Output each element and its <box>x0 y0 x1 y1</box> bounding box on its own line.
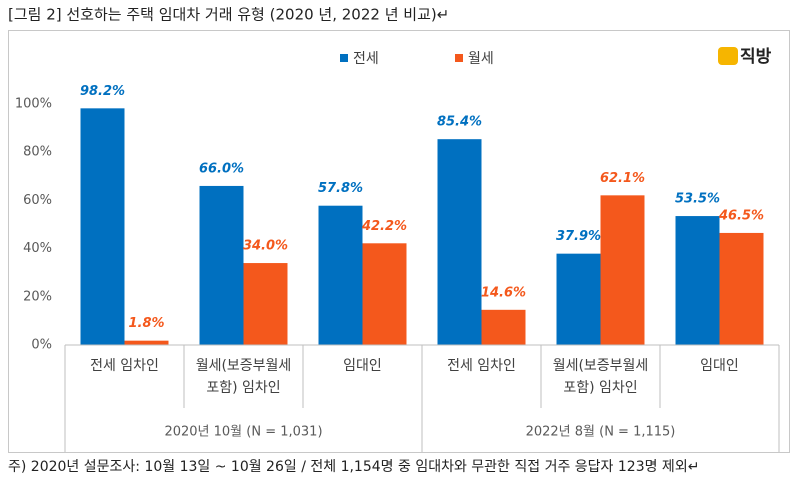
x-tick-label: 월세(보증부월세 포함) 임차인 <box>195 358 292 396</box>
y-tick-label: 100% <box>15 97 52 112</box>
legend-swatch <box>455 54 463 62</box>
x-tick-label: 전세 임차인 <box>447 358 516 374</box>
x-tick-label: 임대인 <box>343 358 382 374</box>
y-tick-label: 0% <box>31 338 52 353</box>
bar <box>199 185 244 345</box>
value-label: 37.9% <box>556 229 601 244</box>
bar <box>556 253 601 345</box>
bar <box>80 108 125 345</box>
bar <box>600 195 645 345</box>
legend-label: 전세 <box>353 51 379 67</box>
x-tick-label: 임대인 <box>700 358 739 374</box>
chart-frame <box>8 30 790 453</box>
bar <box>719 232 764 345</box>
group-label: 2022년 8월 (N = 1,115) <box>526 425 676 440</box>
y-tick-label: 20% <box>23 289 52 304</box>
bar <box>362 243 407 345</box>
legend-label: 월세 <box>468 51 494 67</box>
legend-swatch <box>340 54 348 62</box>
bar <box>243 263 288 345</box>
value-label: 66.0% <box>199 161 244 176</box>
value-label: 53.5% <box>675 192 720 207</box>
value-label: 85.4% <box>437 115 482 130</box>
y-tick-label: 40% <box>23 241 52 256</box>
logo-icon <box>718 47 738 65</box>
value-label: 46.5% <box>718 208 764 223</box>
chart-title: [그림 2] 선호하는 주택 임대차 거래 유형 (2020 년, 2022 년… <box>8 6 449 24</box>
value-label: 62.1% <box>600 171 645 186</box>
value-label: 1.8% <box>128 316 164 331</box>
value-label: 34.0% <box>243 239 288 254</box>
group-label: 2020년 10월 (N = 1,031) <box>164 425 322 440</box>
bar <box>318 205 363 345</box>
value-label: 14.6% <box>481 285 526 300</box>
value-label: 98.2% <box>80 84 125 99</box>
value-label: 42.2% <box>361 219 407 234</box>
y-tick-label: 60% <box>23 193 52 208</box>
footnote: 주) 2020년 설문조사: 10월 13일 ~ 10월 26일 / 전체 1,… <box>8 459 699 475</box>
x-tick-label: 월세(보증부월세 포함) 임차인 <box>552 358 649 396</box>
x-tick-label: 전세 임차인 <box>90 358 159 374</box>
bar <box>481 309 526 345</box>
value-label: 57.8% <box>318 181 363 196</box>
logo: 직방 <box>740 47 772 67</box>
bar <box>437 139 482 345</box>
bar <box>124 340 169 345</box>
y-tick-label: 80% <box>23 145 52 160</box>
bar <box>675 216 720 345</box>
